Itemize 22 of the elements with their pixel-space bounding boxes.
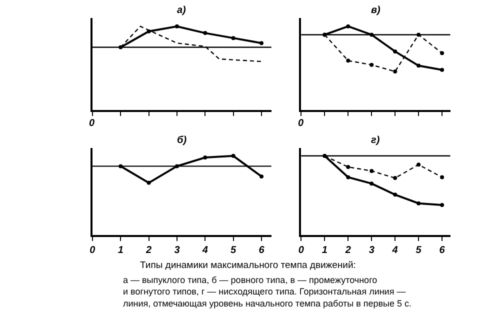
x-tick-label: 6 [439,244,446,256]
x-tick-label: 3 [368,244,375,256]
chart-title: г) [371,135,380,146]
x-tick-label: 4 [201,244,208,256]
x-tick-label: 3 [174,244,180,256]
chart-title: а) [177,5,187,16]
x-tick-label: 0 [90,244,96,256]
chart-title: в) [371,5,382,16]
chart-title: б) [177,135,188,146]
x-tick-label: 1 [322,244,328,256]
x-tick-label: 2 [344,244,352,256]
text: а — выпуклого типа, б — ровного типа, в — промежуточного и вогнутого типов, г — нисходящего типа. Горизонтальная линия — линия, отмечающая уровень начального темпа работы в первые 5 с. [123,275,412,308]
text: 0 [298,118,304,129]
x-tick-label: 6 [258,244,265,256]
x-tick-label: 4 [391,244,398,256]
text: 0 [89,118,95,129]
x-tick-label: 5 [416,244,422,256]
x-tick-label: 0 [298,244,304,256]
x-tick-label: 2 [145,244,152,256]
text: Типы динамики максимального темпа движений: [140,260,356,271]
x-tick-label: 1 [118,244,124,256]
x-tick-label: 5 [230,244,237,256]
